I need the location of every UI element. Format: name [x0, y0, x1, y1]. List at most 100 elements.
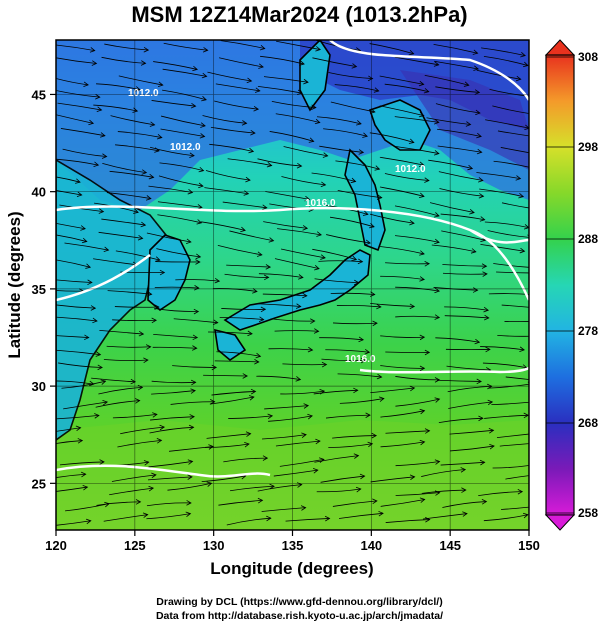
streamline — [263, 76, 309, 83]
streamline-arrow — [194, 285, 200, 291]
streamline-arrow — [358, 336, 364, 343]
x-tick-label: 125 — [124, 538, 146, 553]
streamline-arrow — [91, 60, 98, 66]
streamline — [448, 401, 493, 409]
streamline — [271, 100, 316, 108]
streamline — [173, 318, 218, 324]
streamline-arrow — [358, 149, 365, 155]
streamline — [314, 278, 359, 284]
streamline — [224, 273, 269, 278]
streamline — [328, 72, 373, 79]
streamline-arrow — [324, 515, 331, 522]
streamline-arrow — [256, 251, 263, 257]
streamline-arrow — [425, 516, 431, 523]
streamline-arrow — [409, 385, 416, 392]
streamline — [450, 445, 495, 452]
streamline-arrow — [419, 439, 426, 446]
streamline-arrow — [418, 80, 425, 87]
streamline — [332, 500, 377, 507]
streamline — [154, 286, 199, 289]
streamline — [204, 443, 250, 448]
streamline-arrow — [143, 47, 150, 53]
streamline-arrow — [137, 235, 144, 241]
streamline — [209, 143, 254, 152]
streamline-arrow — [362, 210, 369, 216]
streamline — [159, 162, 204, 172]
streamline — [326, 234, 371, 244]
streamline-arrow — [355, 486, 362, 493]
streamline-arrow — [208, 444, 214, 450]
streamline-arrow — [419, 334, 426, 341]
streamline — [440, 461, 485, 466]
streamline-arrow — [250, 388, 257, 395]
streamline-arrow — [433, 119, 440, 125]
streamline — [167, 482, 212, 491]
streamline-arrow — [488, 427, 495, 434]
streamline-arrow — [88, 119, 95, 126]
streamline-arrow — [298, 274, 304, 280]
x-tick-label: 120 — [45, 538, 67, 553]
contour-label: 1012.0 — [170, 142, 201, 153]
streamline-arrow — [253, 106, 260, 112]
streamline — [93, 104, 138, 112]
streamline — [337, 189, 382, 199]
streamline — [264, 405, 309, 410]
streamline-arrow — [141, 169, 148, 175]
streamline — [56, 158, 99, 166]
streamline-arrow — [268, 237, 275, 243]
streamline — [380, 365, 425, 369]
streamline-arrow — [533, 166, 538, 171]
streamline-arrow — [142, 512, 149, 518]
streamline-arrow — [517, 488, 524, 495]
streamline — [217, 244, 262, 256]
streamline-arrow — [263, 274, 270, 281]
streamline-arrow — [98, 208, 105, 214]
streamline-arrow — [159, 424, 166, 431]
streamline — [211, 391, 256, 396]
streamline — [394, 205, 440, 217]
streamline — [162, 68, 207, 77]
streamline — [435, 337, 480, 343]
streamline — [395, 376, 440, 381]
graticule — [56, 40, 529, 530]
streamline — [431, 244, 476, 253]
streamline-arrow — [90, 305, 97, 311]
streamline — [106, 345, 151, 348]
streamline — [56, 222, 86, 230]
streamline — [101, 218, 146, 226]
streamline — [206, 433, 251, 439]
streamline — [394, 56, 439, 66]
streamline-arrow — [246, 77, 253, 84]
streamline-arrow — [523, 412, 529, 419]
streamline — [56, 304, 96, 309]
streamline-arrow — [97, 364, 103, 371]
streamline-arrow — [314, 265, 320, 271]
streamline — [56, 279, 92, 283]
streamline-arrow — [295, 376, 302, 382]
streamline-arrow — [474, 338, 481, 345]
streamline-arrow — [353, 453, 360, 459]
streamline-arrow — [479, 216, 486, 222]
streamline — [158, 175, 204, 187]
streamline — [379, 105, 424, 116]
streamline-arrow — [135, 499, 142, 505]
streamline-arrow — [80, 471, 87, 478]
streamline-arrow — [409, 474, 416, 480]
streamline-arrow — [409, 303, 416, 310]
streamline — [56, 176, 81, 183]
streamline — [369, 43, 414, 55]
streamline-arrow — [434, 459, 441, 465]
streamline-arrow — [255, 352, 262, 359]
streamline-arrow — [460, 467, 467, 473]
streamline-arrow — [419, 250, 425, 256]
streamline-arrow — [315, 46, 321, 52]
streamline-arrow — [241, 120, 248, 126]
streamline — [56, 415, 99, 420]
streamline-arrow — [476, 378, 482, 385]
streamline — [215, 83, 260, 92]
streamline — [433, 44, 478, 54]
streamline — [395, 235, 440, 243]
colorbar-max-arrow — [544, 39, 576, 56]
streamline-arrow — [188, 424, 195, 431]
streamline — [109, 487, 154, 496]
